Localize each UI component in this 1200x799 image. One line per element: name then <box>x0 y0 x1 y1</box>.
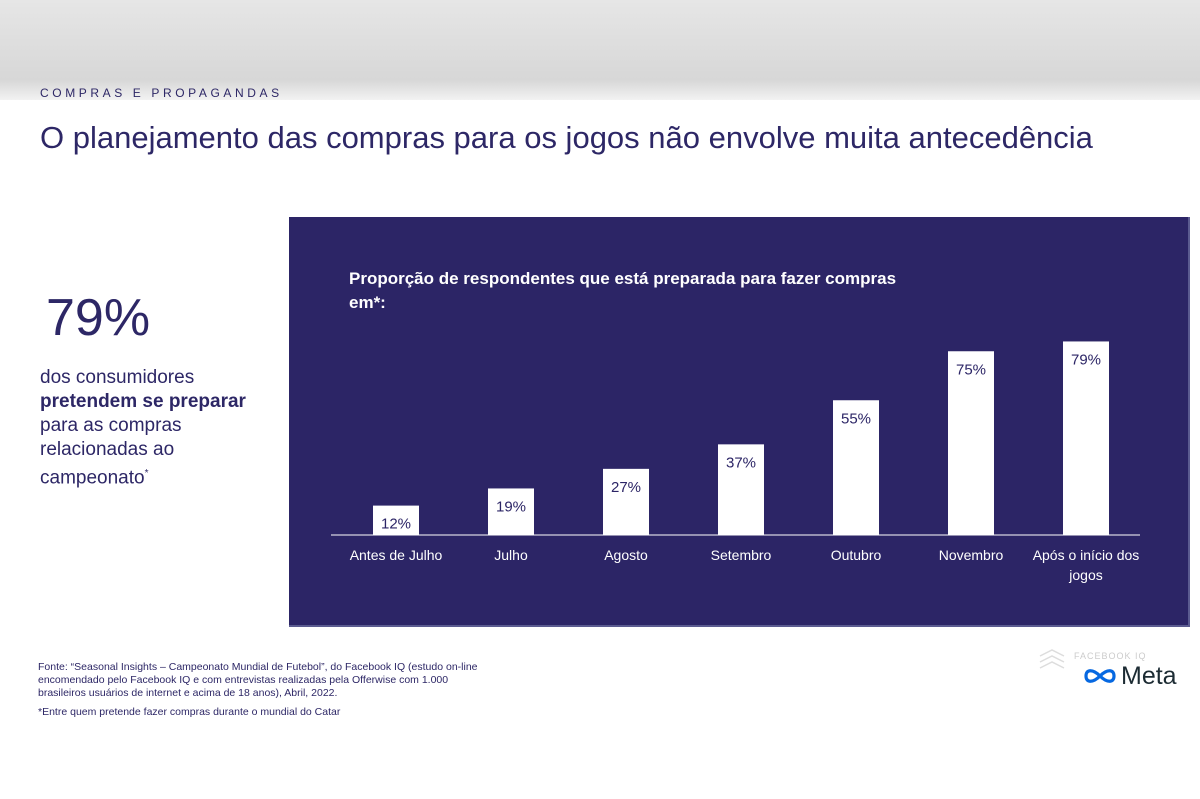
stat-desc-mark: * <box>144 468 149 479</box>
category-tick-label: Agosto <box>604 547 648 563</box>
bar-value-label: 75% <box>956 361 986 378</box>
footnote: Fonte: “Seasonal Insights – Campeonato M… <box>38 661 498 719</box>
stat-desc-part1: dos consumidores <box>40 367 195 388</box>
top-band <box>0 0 1200 100</box>
meta-infinity-icon <box>1084 669 1116 683</box>
bar-value-label: 55% <box>841 410 871 427</box>
facebook-iq-icon <box>1038 648 1066 679</box>
category-tick-label: Outubro <box>831 547 882 563</box>
bar <box>1063 341 1109 535</box>
chart-title: Proporção de respondentes que está prepa… <box>349 269 897 312</box>
bar <box>488 488 534 535</box>
footnote-source: Fonte: “Seasonal Insights – Campeonato M… <box>38 661 478 699</box>
category-tick-label: Setembro <box>711 547 772 563</box>
bar <box>948 351 994 535</box>
chart-panel: Proporção de respondentes que está prepa… <box>289 217 1190 627</box>
bar <box>373 505 419 535</box>
stat-desc-bold: pretendem se preparar <box>40 391 246 412</box>
meta-logo-text: Meta <box>1121 662 1177 690</box>
footnote-note: *Entre quem pretende fazer compras duran… <box>38 706 341 718</box>
stat-value: 79% <box>46 289 151 347</box>
bar-value-label: 27% <box>611 479 641 496</box>
bar <box>833 400 879 535</box>
page-title: O planejamento das compras para os jogos… <box>40 120 1093 155</box>
stat-desc-part2: para as compras relacionadas ao campeona… <box>40 415 182 489</box>
bar-value-label: 79% <box>1071 351 1101 368</box>
bar-value-label: 12% <box>381 516 411 533</box>
category-tick-label: Julho <box>494 547 528 563</box>
bar-value-label: 37% <box>726 454 756 471</box>
category-tick-label: Novembro <box>939 547 1004 563</box>
stat-description: dos consumidores pretendem se preparar p… <box>40 366 270 490</box>
facebook-iq-faded-text: FACEBOOK IQ <box>1074 651 1147 661</box>
bar <box>718 444 764 535</box>
bar-chart: 12% Antes de Julho 19% Julho 27% Agosto 37% Set… <box>331 341 1140 583</box>
section-eyebrow: COMPRAS E PROPAGANDAS <box>40 86 283 100</box>
bar-value-label: 19% <box>496 498 526 515</box>
bar <box>603 468 649 535</box>
category-tick-label: Antes de Julho <box>350 547 443 563</box>
category-tick-label: Após o início dos jogos <box>1033 547 1140 583</box>
